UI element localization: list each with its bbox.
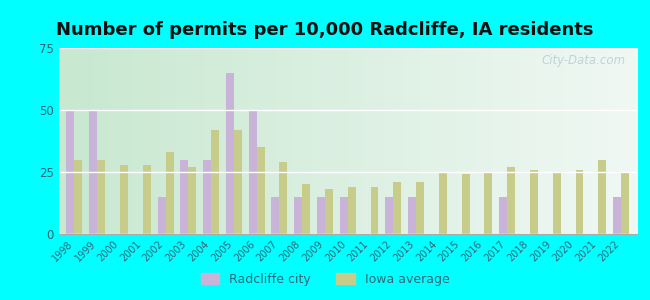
Bar	[89, 110, 98, 234]
Bar	[385, 197, 393, 234]
Bar	[120, 165, 128, 234]
Bar	[226, 73, 234, 234]
Bar	[621, 172, 629, 234]
Bar	[188, 167, 196, 234]
Bar	[66, 110, 75, 234]
Bar	[249, 110, 257, 234]
Bar	[317, 197, 325, 234]
Bar	[484, 172, 493, 234]
Bar	[598, 160, 606, 234]
Bar	[302, 184, 310, 234]
Bar	[203, 160, 211, 234]
Bar	[294, 197, 302, 234]
Bar	[157, 197, 166, 234]
Bar	[439, 172, 447, 234]
Bar	[416, 182, 424, 234]
Text: Number of permits per 10,000 Radcliffe, IA residents: Number of permits per 10,000 Radcliffe, …	[57, 21, 593, 39]
Bar	[166, 152, 174, 234]
Text: City-Data.com: City-Data.com	[541, 54, 625, 67]
Bar	[211, 130, 219, 234]
Bar	[98, 160, 105, 234]
Legend: Radcliffe city, Iowa average: Radcliffe city, Iowa average	[196, 268, 454, 291]
Bar	[143, 165, 151, 234]
Bar	[393, 182, 401, 234]
Bar	[462, 175, 469, 234]
Bar	[499, 197, 507, 234]
Bar	[370, 187, 378, 234]
Bar	[234, 130, 242, 234]
Bar	[530, 169, 538, 234]
Bar	[75, 160, 83, 234]
Bar	[257, 147, 265, 234]
Bar	[280, 162, 287, 234]
Bar	[408, 197, 416, 234]
Bar	[340, 197, 348, 234]
Bar	[613, 197, 621, 234]
Bar	[325, 189, 333, 234]
Bar	[552, 172, 561, 234]
Bar	[348, 187, 356, 234]
Bar	[575, 169, 584, 234]
Bar	[507, 167, 515, 234]
Bar	[272, 197, 280, 234]
Bar	[180, 160, 188, 234]
